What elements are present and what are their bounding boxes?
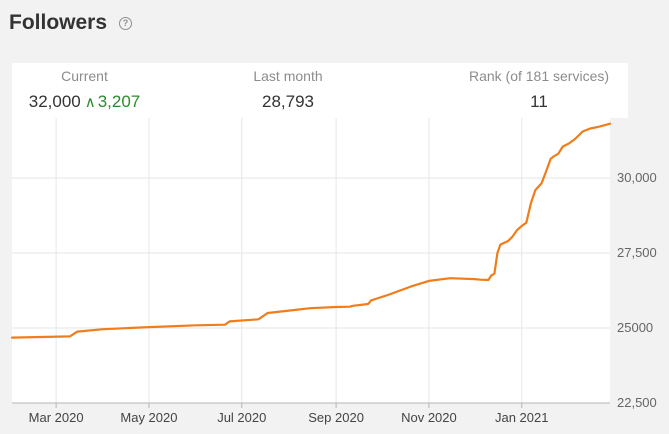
y-tick-label: 25000 — [617, 320, 653, 335]
stat-rank-value: 11 — [530, 92, 548, 111]
x-tick-label: Jul 2020 — [217, 410, 266, 425]
followers-series-line — [10, 122, 612, 339]
stat-current-delta: 3,207 — [97, 92, 141, 111]
stat-current: Current 32,000 ∧ 3,207 — [12, 63, 157, 118]
stat-last-month-label: Last month — [253, 68, 323, 84]
stat-rank: Rank (of 181 services) 11 — [464, 63, 614, 118]
page-title: Followers — [9, 11, 108, 34]
header: Followers ? — [9, 9, 133, 37]
stat-rank-label: Rank (of 181 services) — [468, 68, 610, 84]
stat-current-value-row: 32,000 ∧ 3,207 — [12, 92, 157, 112]
x-tick-label: Nov 2020 — [401, 410, 457, 425]
y-tick-label: 27,500 — [617, 245, 657, 260]
stat-last-month-value: 28,793 — [262, 92, 314, 111]
y-tick-label: 30,000 — [617, 170, 657, 185]
plot-background — [12, 118, 610, 403]
stat-last-month: Last month 28,793 — [228, 63, 348, 118]
stat-current-value: 32,000 — [28, 92, 81, 111]
question-circle-icon[interactable]: ? — [119, 16, 133, 30]
stats-panel: Current 32,000 ∧ 3,207 Last month 28,793 R… — [12, 63, 628, 118]
stat-current-label: Current — [61, 68, 108, 84]
x-tick-label: Jan 2021 — [495, 410, 549, 425]
x-tick-label: Sep 2020 — [308, 410, 364, 425]
y-tick-label: 22,500 — [617, 395, 657, 410]
x-tick-label: May 2020 — [120, 410, 177, 425]
followers-chart: 22,500 25000 27,500 30,000 Mar 2020 May 2020 J… — [10, 118, 657, 425]
followers-chart-area: 22,500 25000 27,500 30,000 Mar 2020 May 2020 J… — [0, 118, 669, 434]
up-chevron-icon: ∧ — [84, 94, 96, 111]
x-tick-label: Mar 2020 — [29, 410, 84, 425]
